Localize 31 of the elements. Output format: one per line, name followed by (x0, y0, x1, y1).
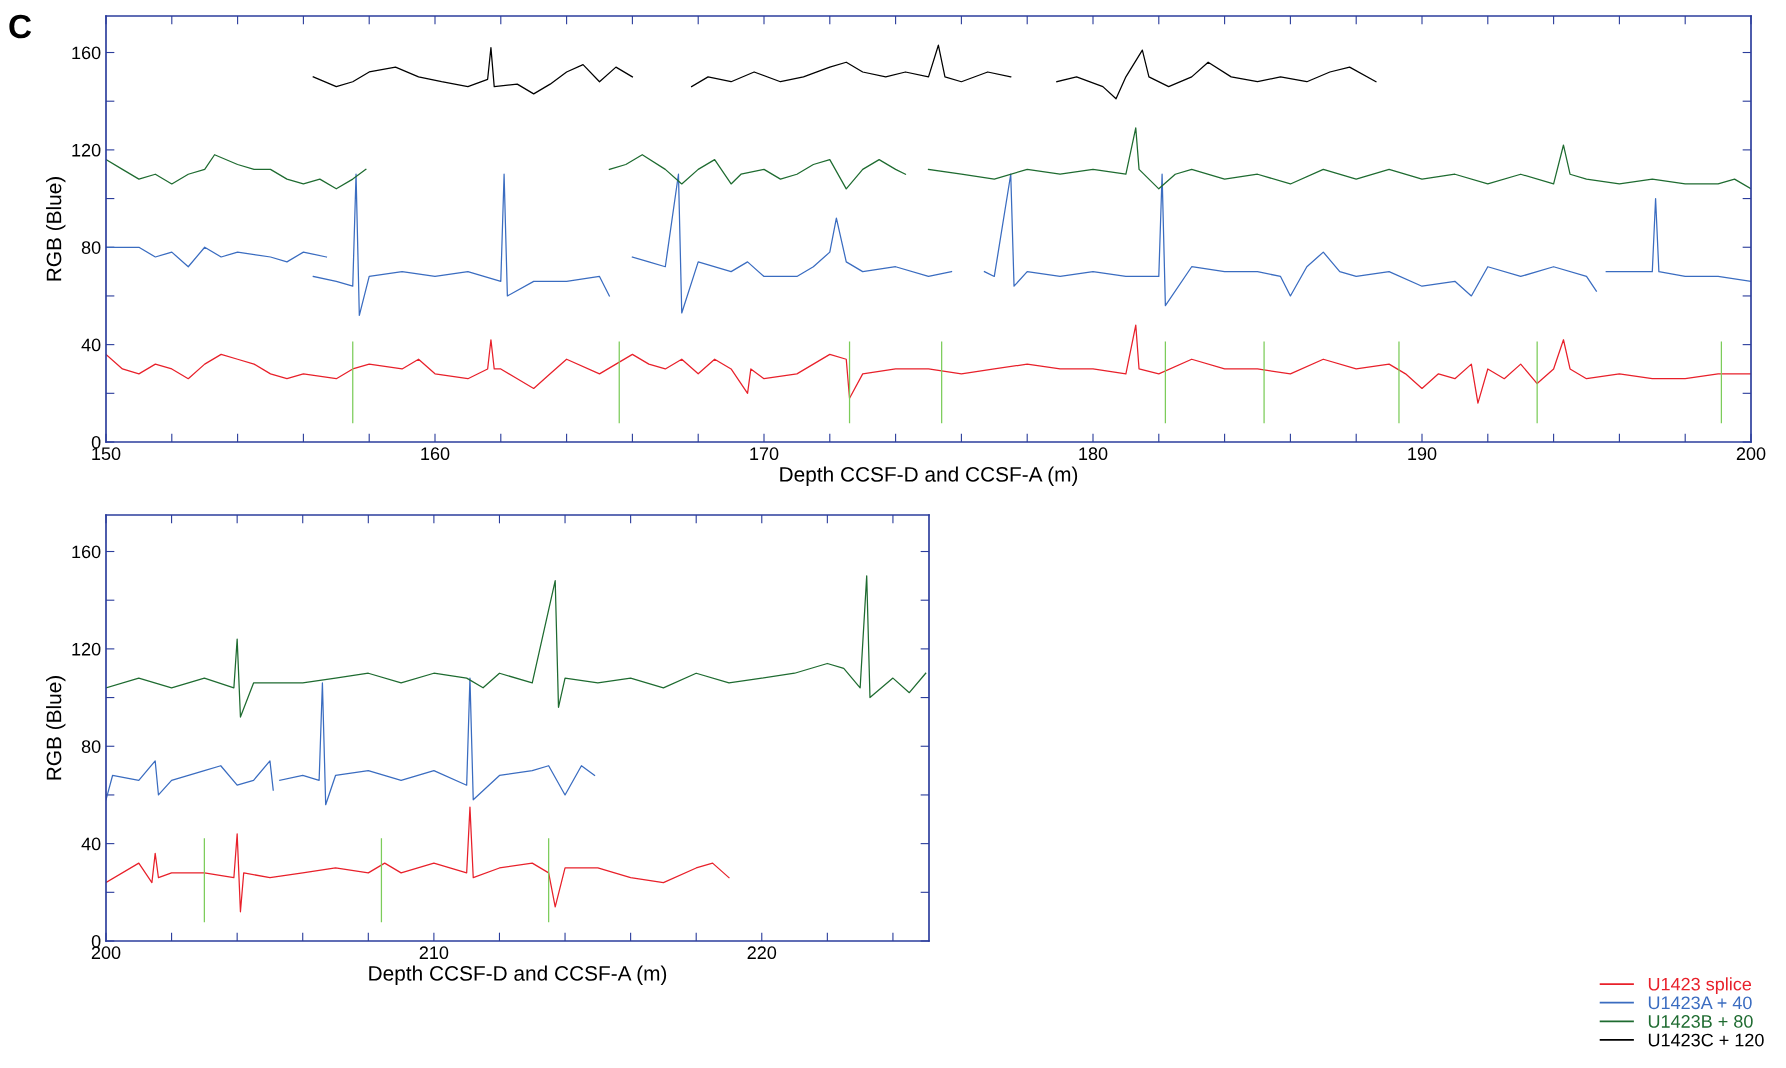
x-tick-label: 190 (1408, 447, 1437, 461)
y-tick-label: 80 (81, 740, 101, 753)
legend-label: U1423A + 40 (1648, 996, 1752, 1010)
x-tick-label: 200 (1736, 447, 1766, 461)
x-axis-title: Depth CCSF-D and CCSF-A (m) (369, 965, 667, 985)
x-tick-label: 220 (747, 946, 777, 960)
x-tick-label: 210 (419, 946, 449, 960)
x-tick-label: 150 (92, 447, 121, 461)
y-tick-label: 40 (81, 837, 101, 851)
y-tick-label: 120 (72, 143, 101, 157)
text: C (9, 14, 32, 39)
y-tick-label: 80 (81, 241, 101, 254)
legend-label: U1423B + 80 (1648, 1015, 1753, 1028)
x-tick-label: 180 (1079, 447, 1108, 461)
legend-label: U1423C + 120 (1648, 1033, 1764, 1047)
line-series (106, 324, 1751, 404)
x-tick-label: 160 (421, 447, 450, 461)
y-axis-title: RGB (Blue) (46, 177, 66, 281)
y-axis-title: RGB (Blue) (46, 676, 66, 780)
y-tick-label: 40 (81, 338, 101, 352)
x-axis-title: Depth CCSF-D and CCSF-A (m) (780, 466, 1078, 486)
y-tick-label: 160 (72, 46, 101, 60)
y-tick-label: 160 (72, 545, 101, 559)
legend-label: U1423 splice (1648, 977, 1752, 995)
line-series (106, 806, 730, 913)
y-tick-label: 0 (91, 934, 101, 948)
x-tick-label: 170 (750, 447, 779, 461)
line-series (106, 575, 927, 718)
y-tick-label: 0 (91, 435, 101, 449)
y-tick-label: 120 (72, 642, 101, 656)
x-tick-label: 200 (91, 946, 121, 960)
